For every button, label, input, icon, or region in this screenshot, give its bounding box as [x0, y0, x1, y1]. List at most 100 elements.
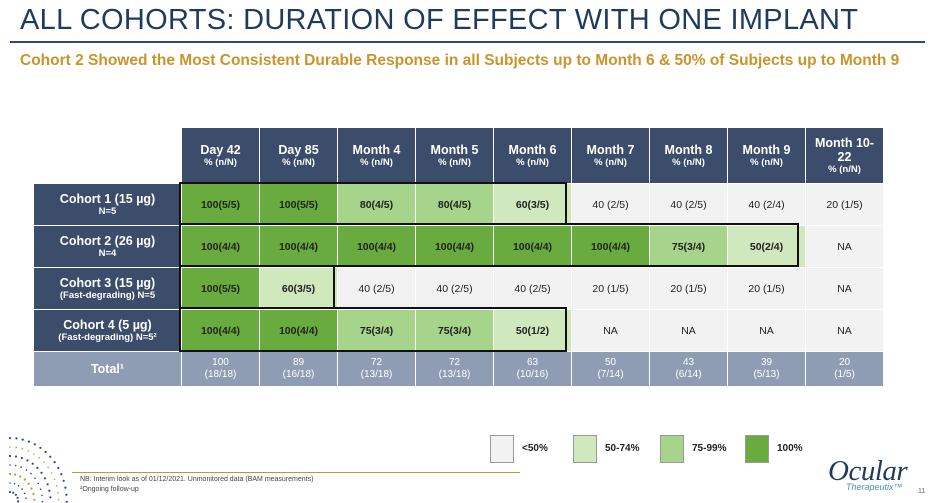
- column-header-sub: % (n/N): [360, 156, 393, 168]
- column-header-label: Month 8: [664, 142, 713, 157]
- column-header-sub: % (n/N): [672, 156, 705, 168]
- column-header-label: Month 7: [586, 142, 635, 157]
- decorative-dot: [46, 483, 49, 486]
- column-header-label: Month 4: [352, 142, 401, 157]
- table-cell: 40 (2/4): [727, 183, 806, 226]
- table-cell: 40 (2/5): [649, 183, 728, 226]
- decorative-dot: [60, 473, 63, 476]
- table-cell: NA: [805, 225, 884, 268]
- page-subtitle: Cohort 2 Showed the Most Consistent Dura…: [20, 52, 900, 69]
- page-title: ALL COHORTS: DURATION OF EFFECT WITH ONE…: [20, 4, 859, 36]
- decorative-dot: [15, 446, 17, 449]
- legend-swatch: [660, 435, 684, 463]
- column-header-sub: % (n/N): [516, 156, 549, 168]
- table-cell: 40 (2/5): [571, 183, 650, 226]
- page-number: 11: [918, 488, 926, 495]
- decorative-dot: [36, 466, 39, 469]
- table-corner: [33, 127, 182, 184]
- row-header-label: Cohort 4 (5 µg): [63, 317, 152, 332]
- total-cell: 89 (16/18): [259, 351, 338, 387]
- decorative-dot: [41, 500, 44, 503]
- total-cell: 72 (13/18): [337, 351, 416, 387]
- row-header: Cohort 4 (5 µg) (Fast-degrading) N=5²: [33, 309, 182, 352]
- total-count: (18/18): [204, 369, 237, 380]
- table-cell: 40 (2/5): [493, 267, 572, 310]
- decorative-dot: [34, 477, 36, 479]
- company-logo-subtext: Therapeutix™: [846, 482, 903, 492]
- decorative-dot: [47, 466, 49, 469]
- table-cell: 50(2/4): [727, 225, 806, 268]
- table-cell: 100(5/5): [181, 267, 260, 310]
- decorative-dot: [41, 494, 43, 497]
- decorative-dot: [8, 436, 12, 440]
- decorative-dot: [30, 472, 32, 475]
- table-cell: 60(3/5): [259, 267, 338, 310]
- decorative-dot: [32, 492, 35, 495]
- table-row: Cohort 2 (26 µg) N=4 100(4/4) 100(4/4) 100(4…: [33, 225, 884, 268]
- decorative-dot: [57, 491, 59, 494]
- decorative-dot: [39, 488, 42, 490]
- decorative-dot: [48, 489, 51, 492]
- table-header-row: Day 42% (n/N) Day 85% (n/N) Month 4% (n/…: [33, 127, 884, 184]
- table-row: Cohort 4 (5 µg) (Fast-degrading) N=5² 100(…: [33, 309, 884, 352]
- column-header: Day 42% (n/N): [181, 127, 260, 184]
- decorative-dot: [33, 498, 36, 501]
- column-header: Month 5% (n/N): [415, 127, 494, 184]
- decorative-dot: [57, 466, 60, 469]
- table-row: Cohort 3 (15 µg) (Fast-degrading) N=5 100(…: [33, 267, 884, 310]
- decorative-dot: [40, 471, 43, 474]
- table-cell: NA: [571, 309, 650, 352]
- decorative-dot: [43, 461, 45, 464]
- legend-swatch: [490, 435, 514, 463]
- table-cell: 20 (1/5): [805, 183, 884, 226]
- column-header-sub: % (n/N): [282, 156, 315, 168]
- column-header-label: Month 5: [430, 142, 479, 157]
- table-cell: 100(4/4): [337, 225, 416, 268]
- table-cell: 20 (1/5): [571, 267, 650, 310]
- decorative-dot: [64, 486, 67, 489]
- decorative-dot: [38, 457, 40, 459]
- decorative-dot: [8, 490, 12, 494]
- table-cell: NA: [805, 267, 884, 310]
- footnote-divider: [72, 472, 520, 473]
- total-count: (7/14): [597, 369, 624, 380]
- column-header-sub: % (n/N): [750, 156, 783, 168]
- column-header-sub: % (n/N): [594, 156, 627, 168]
- table-row: Cohort 1 (15 µg) N=5 100(5/5) 100(5/5) 80(4/…: [33, 183, 884, 226]
- total-cell: 100 (18/18): [181, 351, 260, 387]
- column-header-label: Month 9: [742, 142, 791, 157]
- column-header: Month 4% (n/N): [337, 127, 416, 184]
- decorative-dot: [62, 479, 65, 482]
- decorative-dot: [57, 498, 60, 501]
- table-cell: 80(4/5): [337, 183, 416, 226]
- table-cell: 100(4/4): [571, 225, 650, 268]
- total-pct: 89: [292, 357, 305, 368]
- total-pct: 39: [760, 357, 773, 368]
- company-logo: Ocular: [828, 455, 908, 487]
- decorative-dot: [50, 472, 53, 474]
- total-count: (5/13): [753, 369, 780, 380]
- row-header-label: Cohort 1 (15 µg): [59, 191, 156, 206]
- row-header: Cohort 2 (26 µg) N=4: [33, 225, 182, 268]
- table-cell: NA: [727, 309, 806, 352]
- column-header: Day 85% (n/N): [259, 127, 338, 184]
- decorative-dot: [53, 461, 56, 464]
- decorative-dot: [15, 437, 18, 440]
- decorative-dot: [44, 450, 47, 454]
- decorative-dot: [9, 482, 11, 484]
- decorative-dot: [25, 469, 28, 471]
- table-cell: 100(5/5): [181, 183, 260, 226]
- legend-swatch: [573, 435, 597, 463]
- decorative-dot: [49, 455, 52, 458]
- table-cell: 75(3/4): [337, 309, 416, 352]
- table-body: Cohort 1 (15 µg) N=5 100(5/5) 100(5/5) 80(4/…: [33, 183, 884, 352]
- column-header-label: Day 85: [278, 142, 319, 157]
- total-count: (10/16): [516, 369, 549, 380]
- total-pct: 72: [448, 357, 461, 368]
- decorative-dot: [65, 500, 68, 503]
- table-cell: 50(1/2): [493, 309, 572, 352]
- decorative-dot: [39, 446, 42, 449]
- footnote-ongoing: ²Ongoing follow-up: [80, 486, 139, 493]
- decorative-dot: [33, 453, 35, 455]
- decorative-dot: [14, 455, 18, 458]
